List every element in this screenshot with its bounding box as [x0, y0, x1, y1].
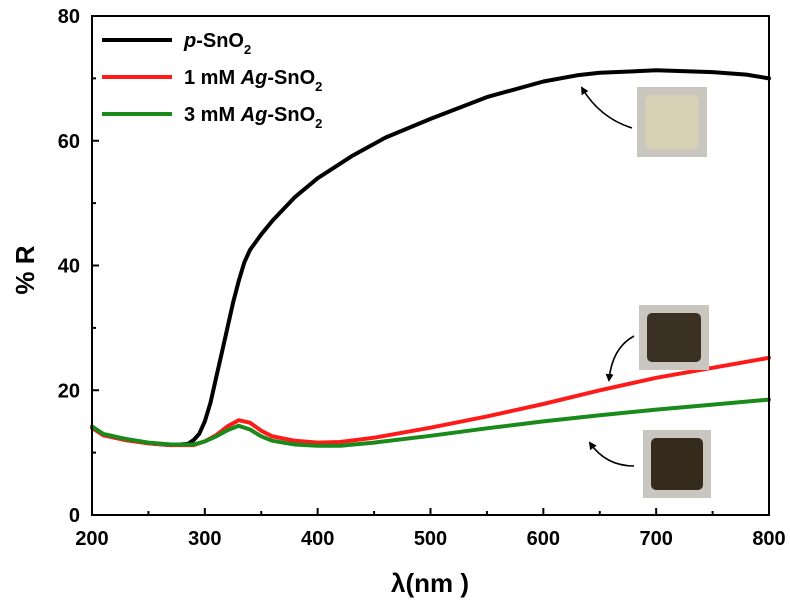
pellet-shape [647, 313, 701, 362]
pointer-arrow-2 [588, 441, 635, 467]
x-tick-label: 700 [639, 528, 672, 550]
x-tick-label: 800 [752, 528, 785, 550]
x-tick-label: 600 [527, 528, 560, 550]
y-tick-label: 60 [58, 131, 80, 153]
y-tick-label: 80 [58, 6, 80, 28]
x-tick-label: 200 [75, 528, 108, 550]
inset-photo-3mm-ag [643, 430, 711, 498]
axes-layer: 200 300 400 500 600 700 800 0 20 40 60 80 [58, 6, 786, 550]
y-tick-label: 20 [58, 380, 80, 402]
legend-label-0: p-SnO2 [183, 30, 251, 57]
y-tick-label: 0 [69, 505, 80, 527]
pellet-shape [645, 95, 699, 149]
inset-photo-p-sno2 [637, 87, 707, 157]
legend: p-SnO2 1 mM Ag-SnO2 3 mM Ag-SnO2 [102, 30, 322, 131]
legend-label-2: 3 mM Ag-SnO2 [184, 104, 322, 131]
series-layer [90, 68, 771, 448]
pointer-arrow-0 [580, 86, 633, 129]
inset-photo-1mm-ag [639, 305, 709, 370]
pointer-arrow-1 [605, 335, 635, 382]
series-line-2 [90, 397, 771, 448]
x-tick-label: 500 [414, 528, 447, 550]
y-tick-label: 40 [58, 256, 80, 278]
x-axis-title: λ(nm ) [391, 568, 469, 598]
x-tick-label: 300 [188, 528, 221, 550]
x-tick-label: 400 [301, 528, 334, 550]
pellet-shape [651, 438, 703, 490]
inset-layer [580, 86, 711, 498]
y-axis-title: % R [10, 245, 40, 294]
legend-label-1: 1 mM Ag-SnO2 [184, 67, 322, 94]
